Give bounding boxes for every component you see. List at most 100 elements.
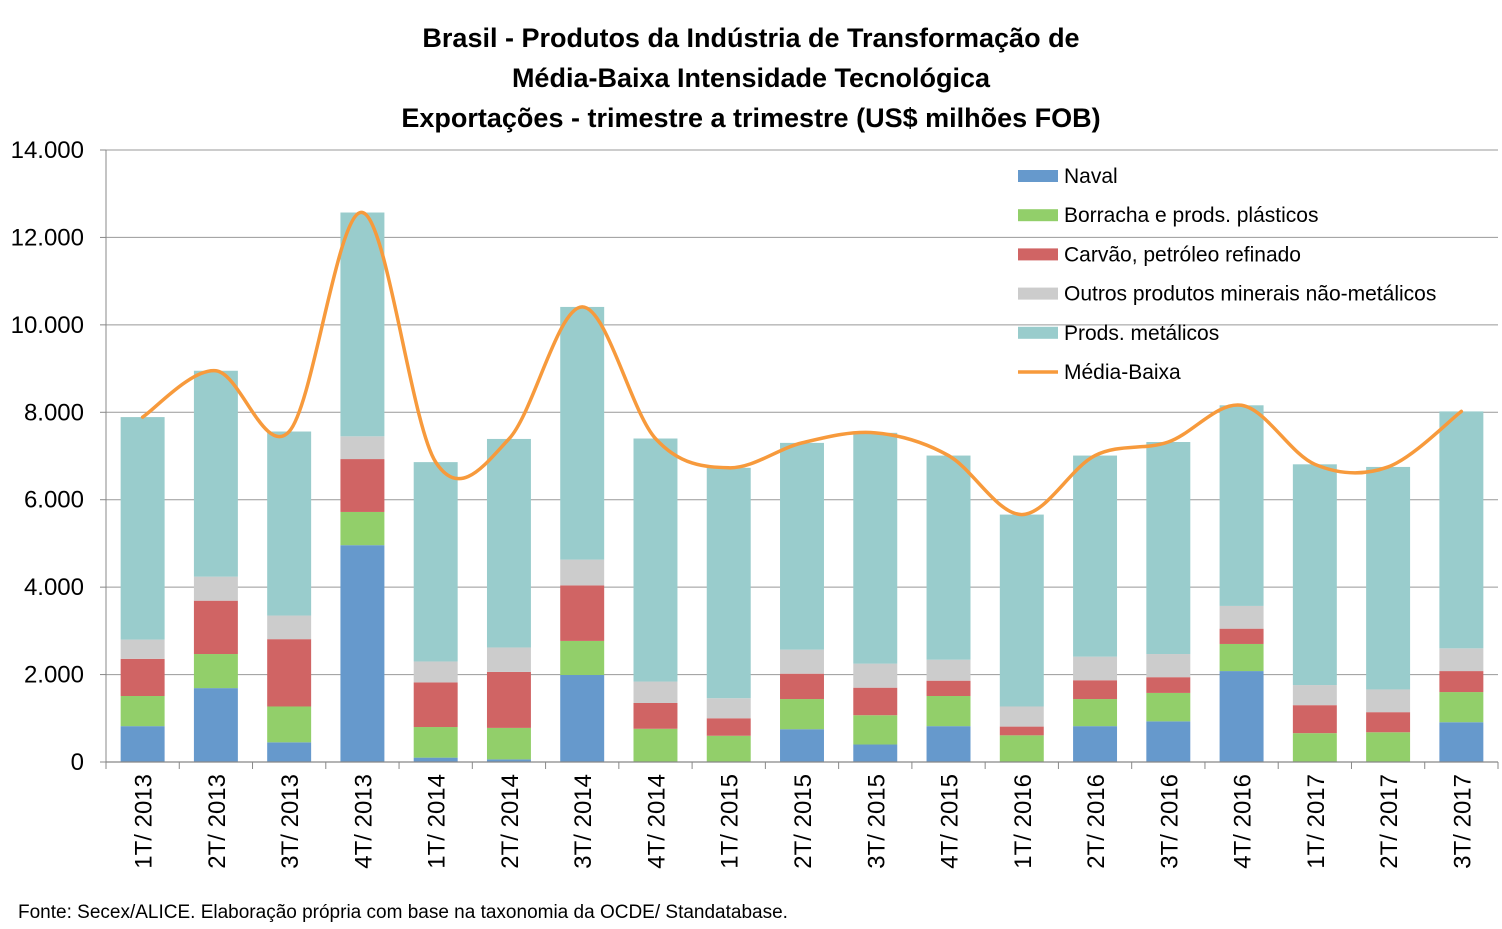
bar-segment-borracha — [1073, 699, 1118, 727]
bar-segment-borracha — [560, 640, 605, 676]
x-tick-label: 2T/ 2014 — [497, 774, 524, 869]
bar-segment-carvao — [1439, 671, 1484, 693]
chart-title-line-2: Média-Baixa Intensidade Tecnológica — [511, 63, 991, 93]
legend-label-borracha: Borracha e prods. plásticos — [1064, 204, 1318, 227]
source-note: Fonte: Secex/ALICE. Elaboração própria c… — [18, 902, 788, 923]
x-tick-label: 3T/ 2017 — [1449, 774, 1476, 869]
bar-segment-borracha — [413, 727, 458, 758]
x-tick-label: 2T/ 2016 — [1083, 774, 1110, 869]
x-tick-label: 3T/ 2013 — [277, 774, 304, 869]
bar-segment-borracha — [120, 695, 165, 727]
line-series — [140, 210, 1464, 517]
bar-segment-metalicos — [340, 212, 385, 437]
bar-segment-borracha — [267, 706, 312, 743]
legend-swatch-borracha — [1018, 209, 1058, 222]
bar-segment-outros — [706, 698, 751, 719]
x-tick-label: 4T/ 2014 — [643, 774, 670, 869]
legend-label-media_baixa: Média-Baixa — [1064, 361, 1181, 384]
chart-title-line-1: Brasil - Produtos da Indústria de Transf… — [422, 23, 1080, 53]
x-tick-label: 3T/ 2015 — [863, 774, 890, 869]
legend: Naval Borracha e prods. plásticos Carvão, … — [1018, 165, 1436, 384]
bar-segment-metalicos — [853, 432, 898, 664]
legend-swatch-naval — [1018, 170, 1058, 182]
bar-segment-borracha — [1292, 733, 1337, 762]
bar-segment-borracha — [633, 728, 678, 762]
stacked-bars — [120, 212, 1484, 762]
y-tick-label: 0 — [71, 749, 84, 776]
x-tick-label: 4T/ 2016 — [1230, 774, 1257, 869]
bar-segment-naval — [926, 726, 971, 762]
bar-segment-outros — [780, 649, 824, 674]
bar-segment-outros — [853, 663, 898, 688]
bar-segment-borracha — [926, 695, 971, 727]
bar-segment-outros — [1439, 648, 1484, 672]
x-tick-label: 2T/ 2017 — [1376, 774, 1403, 869]
bar-segment-outros — [999, 706, 1044, 727]
bar-segment-metalicos — [706, 467, 751, 699]
y-tick-label: 8.000 — [24, 399, 84, 426]
x-tick-label: 4T/ 2013 — [350, 774, 377, 869]
y-tick-label: 2.000 — [24, 662, 84, 689]
bar-segment-carvao — [486, 671, 531, 728]
bar-segment-outros — [1073, 656, 1118, 681]
bar-segment-borracha — [340, 511, 385, 546]
x-tick-label: 1T/ 2013 — [131, 774, 158, 869]
bar-segment-metalicos — [560, 306, 605, 560]
bar-segment-naval — [1439, 722, 1484, 762]
bar-segment-naval — [853, 744, 898, 762]
x-tick-label: 3T/ 2016 — [1156, 774, 1183, 869]
bar-segment-carvao — [1146, 677, 1191, 693]
bar-segment-borracha — [706, 735, 751, 762]
bar-segment-naval — [120, 726, 165, 762]
bar-segment-outros — [926, 659, 971, 681]
bar-segment-carvao — [780, 673, 824, 700]
x-tick-label: 2T/ 2013 — [204, 774, 231, 869]
chart-title-line-3: Exportações - trimestre a trimestre (US$… — [401, 103, 1101, 133]
bar-segment-carvao — [633, 702, 678, 729]
bar-segment-outros — [193, 576, 238, 601]
bar-segment-naval — [1073, 726, 1118, 762]
bar-segment-metalicos — [413, 462, 458, 662]
legend-label-metalicos: Prods. metálicos — [1064, 322, 1219, 345]
bar-segment-metalicos — [780, 442, 824, 650]
bar-segment-metalicos — [1146, 442, 1191, 655]
bar-segment-naval — [486, 759, 531, 762]
bar-segment-borracha — [1366, 732, 1411, 762]
bar-segment-metalicos — [193, 370, 238, 577]
bar-segment-metalicos — [1219, 405, 1264, 606]
bar-segment-metalicos — [486, 438, 531, 648]
bar-segment-carvao — [340, 459, 385, 512]
bar-segment-outros — [560, 559, 605, 586]
bar-segment-metalicos — [1073, 455, 1118, 657]
bar-segment-naval — [413, 757, 458, 762]
bar-segment-borracha — [853, 715, 898, 745]
legend-label-outros: Outros produtos minerais não-metálicos — [1064, 283, 1436, 306]
bar-segment-outros — [1366, 689, 1411, 713]
bar-segment-carvao — [1219, 628, 1264, 644]
y-tick-label: 14.000 — [11, 137, 84, 164]
bar-segment-borracha — [1439, 692, 1484, 723]
bar-segment-naval — [780, 729, 824, 762]
bar-segment-naval — [1146, 721, 1191, 762]
legend-swatch-carvao — [1018, 248, 1058, 261]
bar-segment-carvao — [706, 718, 751, 736]
bar-segment-outros — [267, 615, 312, 640]
bar-segment-outros — [413, 661, 458, 683]
bar-segment-carvao — [853, 687, 898, 716]
x-tick-label: 1T/ 2017 — [1303, 774, 1330, 869]
axes: 0 2.000 4.000 6.000 8.000 10.000 12.000 14.000 1… — [11, 137, 1499, 869]
bar-segment-outros — [340, 436, 385, 460]
chart-title: Brasil - Produtos da Indústria de Transf… — [0, 18, 1502, 138]
y-tick-label: 12.000 — [11, 224, 84, 251]
y-tick-label: 10.000 — [11, 312, 84, 339]
bar-segment-carvao — [1366, 712, 1411, 733]
bar-segment-outros — [1292, 685, 1337, 706]
bar-segment-naval — [267, 742, 312, 762]
bar-segment-naval — [560, 675, 605, 762]
bar-segment-metalicos — [267, 431, 312, 616]
x-tick-label: 3T/ 2014 — [570, 774, 597, 869]
bar-segment-metalicos — [926, 455, 971, 660]
bar-segment-naval — [193, 688, 238, 762]
bar-segment-borracha — [999, 735, 1044, 762]
